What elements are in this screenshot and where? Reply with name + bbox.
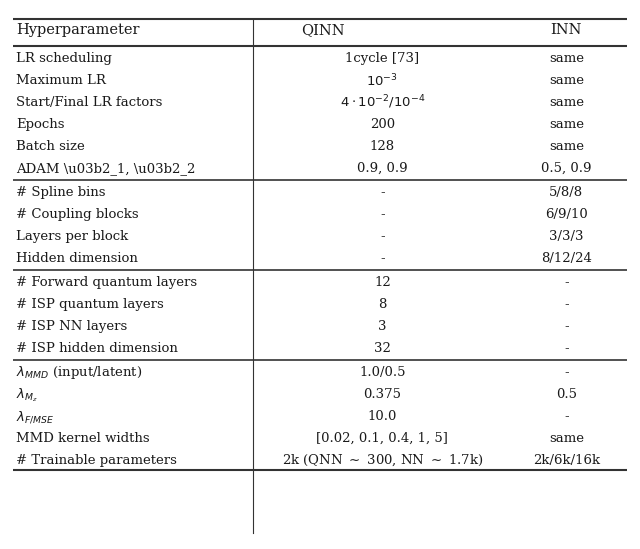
Text: 2k/6k/16k: 2k/6k/16k xyxy=(533,454,600,467)
Text: $\lambda_{MMD}$ (input/latent): $\lambda_{MMD}$ (input/latent) xyxy=(16,365,142,381)
Text: 0.5: 0.5 xyxy=(556,388,577,401)
Text: Hyperparameter: Hyperparameter xyxy=(16,23,140,37)
Text: -: - xyxy=(380,208,385,221)
Text: 3/3/3: 3/3/3 xyxy=(549,230,584,243)
Text: 10.0: 10.0 xyxy=(368,410,397,423)
Text: 200: 200 xyxy=(370,118,395,131)
Text: $\lambda_{F/MSE}$: $\lambda_{F/MSE}$ xyxy=(16,409,54,424)
Text: 0.375: 0.375 xyxy=(364,388,401,401)
Text: # Trainable parameters: # Trainable parameters xyxy=(16,454,177,467)
Text: same: same xyxy=(549,432,584,445)
Text: -: - xyxy=(380,230,385,243)
Text: 0.5, 0.9: 0.5, 0.9 xyxy=(541,162,591,175)
Text: 12: 12 xyxy=(374,276,391,289)
Text: # ISP hidden dimension: # ISP hidden dimension xyxy=(16,342,178,355)
Text: ADAM \u03b2_1, \u03b2_2: ADAM \u03b2_1, \u03b2_2 xyxy=(16,162,195,175)
Text: -: - xyxy=(564,276,569,289)
Text: -: - xyxy=(564,342,569,355)
Text: 6/9/10: 6/9/10 xyxy=(545,208,588,221)
Text: -: - xyxy=(380,252,385,265)
Text: 3: 3 xyxy=(378,320,387,333)
Text: Hidden dimension: Hidden dimension xyxy=(16,252,138,265)
Text: QINN: QINN xyxy=(301,23,345,37)
Text: $10^{-3}$: $10^{-3}$ xyxy=(367,72,398,89)
Text: Start/Final LR factors: Start/Final LR factors xyxy=(16,96,163,109)
Text: same: same xyxy=(549,118,584,131)
Text: INN: INN xyxy=(550,23,582,37)
Text: same: same xyxy=(549,74,584,87)
Text: Layers per block: Layers per block xyxy=(16,230,128,243)
Text: -: - xyxy=(564,410,569,423)
Text: 2k (QNN $\sim$ 300, NN $\sim$ 1.7k): 2k (QNN $\sim$ 300, NN $\sim$ 1.7k) xyxy=(282,453,483,468)
Text: 8/12/24: 8/12/24 xyxy=(541,252,592,265)
Text: -: - xyxy=(564,298,569,311)
Text: -: - xyxy=(564,320,569,333)
Text: Epochs: Epochs xyxy=(16,118,65,131)
Text: # ISP quantum layers: # ISP quantum layers xyxy=(16,298,164,311)
Text: 1.0/0.5: 1.0/0.5 xyxy=(359,366,406,379)
Text: $\lambda_{M_z}$: $\lambda_{M_z}$ xyxy=(16,386,38,404)
Text: -: - xyxy=(380,186,385,199)
Text: $4\cdot10^{-2}/10^{-4}$: $4\cdot10^{-2}/10^{-4}$ xyxy=(340,94,425,111)
Text: Batch size: Batch size xyxy=(16,140,84,153)
Text: # ISP NN layers: # ISP NN layers xyxy=(16,320,127,333)
Text: 0.9, 0.9: 0.9, 0.9 xyxy=(357,162,408,175)
Text: same: same xyxy=(549,52,584,65)
Text: Maximum LR: Maximum LR xyxy=(16,74,106,87)
Text: 5/8/8: 5/8/8 xyxy=(549,186,584,199)
Text: same: same xyxy=(549,140,584,153)
Text: 128: 128 xyxy=(370,140,395,153)
Text: MMD kernel widths: MMD kernel widths xyxy=(16,432,150,445)
Text: same: same xyxy=(549,96,584,109)
Text: [0.02, 0.1, 0.4, 1, 5]: [0.02, 0.1, 0.4, 1, 5] xyxy=(316,432,449,445)
Text: 1cycle [73]: 1cycle [73] xyxy=(346,52,419,65)
Text: # Coupling blocks: # Coupling blocks xyxy=(16,208,139,221)
Text: # Spline bins: # Spline bins xyxy=(16,186,106,199)
Text: 32: 32 xyxy=(374,342,391,355)
Text: # Forward quantum layers: # Forward quantum layers xyxy=(16,276,197,289)
Text: LR scheduling: LR scheduling xyxy=(16,52,112,65)
Text: 8: 8 xyxy=(378,298,387,311)
Text: -: - xyxy=(564,366,569,379)
